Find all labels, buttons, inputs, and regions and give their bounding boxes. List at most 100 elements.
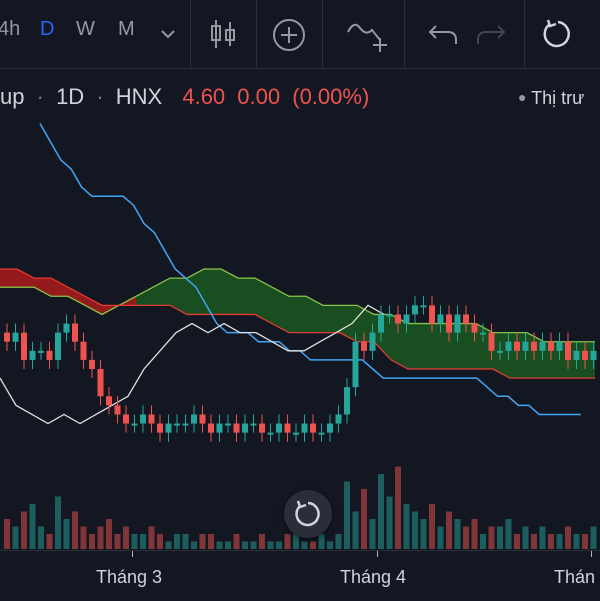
cloud-segment (527, 332, 544, 379)
volume-bar (488, 526, 495, 549)
candle-body (556, 341, 563, 351)
candle-body (420, 305, 427, 308)
volume-bar (199, 534, 206, 549)
volume-bar (556, 534, 563, 549)
candle-body (522, 341, 529, 351)
volume-bar (429, 504, 435, 549)
volume-bar (420, 519, 427, 549)
candle-body (267, 432, 274, 435)
chart-canvas[interactable] (0, 69, 600, 550)
reset-chart-button[interactable] (284, 490, 332, 538)
volume-bar (29, 504, 36, 549)
candle-body (429, 305, 435, 324)
volume-bar (174, 534, 180, 549)
volume-bar (395, 466, 401, 549)
cloud-segment (510, 332, 527, 379)
candle-body (208, 423, 214, 433)
candle-body (38, 350, 44, 353)
volume-bar (276, 541, 282, 549)
candle-body (318, 432, 325, 435)
volume-bar (497, 526, 503, 549)
cloud-segment (255, 278, 272, 324)
candle-body (497, 350, 503, 353)
volume-bar (284, 534, 291, 549)
candle-body (310, 423, 316, 433)
redo-icon[interactable] (476, 22, 506, 46)
volume-bar (157, 534, 163, 549)
candle-body (471, 323, 478, 333)
candle-body (378, 314, 384, 333)
volume-bar (63, 519, 70, 549)
chevron-down-icon[interactable] (160, 28, 176, 40)
candle-body (327, 423, 333, 433)
legend-price: 4.60 (182, 84, 226, 109)
candle-body (395, 314, 401, 324)
cloud-segment (0, 269, 17, 288)
volume-bar (242, 541, 248, 549)
volume-bar (369, 519, 376, 549)
volume-bar (327, 541, 333, 549)
volume-bar (131, 534, 138, 549)
volume-bar (301, 541, 308, 549)
volume-bar (548, 534, 554, 549)
cloud-segment (272, 287, 289, 333)
candle-body (63, 323, 70, 333)
interval-w[interactable]: W (76, 18, 95, 40)
candle-body (361, 341, 367, 351)
candle-body (97, 369, 104, 397)
candle-body (412, 305, 418, 315)
volume-bar (225, 541, 231, 549)
volume-bar (55, 496, 61, 549)
volume-bar (165, 541, 172, 549)
volume-bar (80, 526, 87, 549)
candle-body (488, 332, 495, 351)
volume-bar (148, 526, 155, 549)
cloud-segment (17, 269, 34, 288)
interval-4h[interactable]: 4h (0, 18, 21, 40)
indicator-icon[interactable] (346, 16, 390, 54)
interval-d[interactable]: D (40, 18, 55, 40)
volume-bar (106, 519, 112, 549)
candle-body (21, 332, 27, 360)
volume-bar (335, 534, 342, 549)
legend-interval: 1D (56, 84, 85, 109)
candle-body (335, 414, 342, 424)
volume-bar (4, 519, 10, 549)
chikou-line (0, 304, 385, 425)
volume-bar (310, 541, 316, 549)
cloud-segment (187, 269, 204, 315)
volume-bar (403, 504, 410, 549)
volume-bar (361, 489, 367, 549)
volume-bar (72, 511, 78, 549)
candle-body (293, 432, 299, 435)
add-circle-icon[interactable] (272, 18, 306, 52)
undo-icon[interactable] (428, 22, 458, 46)
market-status: ● Thị trư (518, 88, 584, 109)
symbol-name[interactable]: up (0, 84, 25, 109)
candle-body (165, 423, 172, 433)
candle-body (259, 423, 265, 433)
volume-bar (191, 541, 197, 549)
candle-body (582, 350, 588, 360)
volume-bar (344, 481, 350, 549)
candle-body (284, 423, 291, 433)
reload-icon[interactable] (542, 18, 574, 50)
candle-body (514, 341, 520, 351)
candle-body (46, 350, 53, 360)
candles-icon[interactable] (208, 18, 238, 50)
cloud-segment (459, 323, 476, 369)
volume-bar (21, 511, 27, 549)
cloud-segment (221, 269, 238, 315)
volume-bar (412, 511, 418, 549)
volume-bar (123, 526, 129, 549)
market-status-label: Thị trư (531, 88, 585, 108)
candle-body (539, 341, 546, 351)
interval-m[interactable]: M (118, 18, 135, 40)
volume-bar (97, 526, 104, 549)
volume-bar (233, 534, 240, 549)
candle-body (157, 423, 163, 433)
volume-bar (480, 534, 486, 549)
cloud-segment (493, 332, 510, 379)
candle-body (505, 341, 512, 351)
volume-bar (216, 541, 223, 549)
